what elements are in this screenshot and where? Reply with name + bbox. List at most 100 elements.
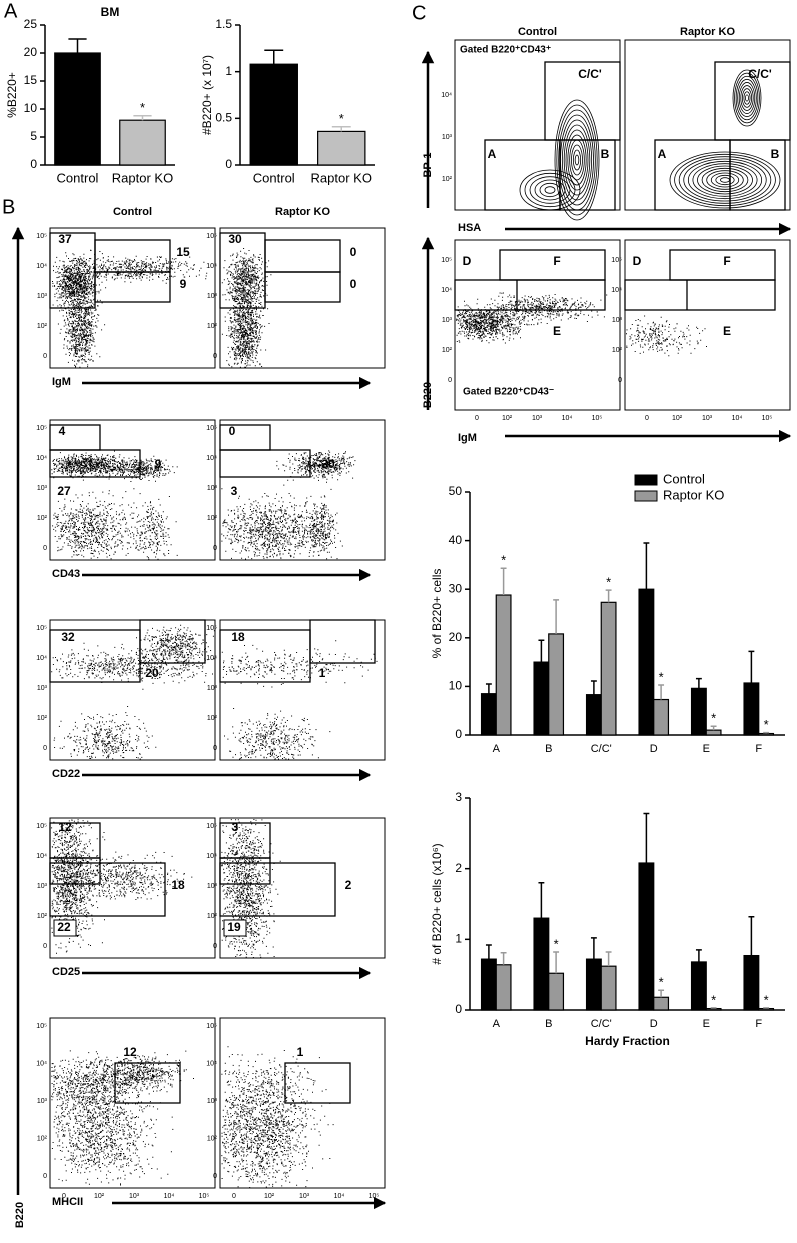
gate-percent: 20: [145, 666, 159, 680]
x-axis-label: IgM: [52, 376, 71, 388]
x-axis-label: CD43: [52, 568, 80, 580]
y-axis-label: B220: [14, 1202, 26, 1228]
error-bar: [658, 684, 665, 700]
x-tick-label: 10³: [532, 415, 543, 422]
contour: [563, 124, 591, 196]
x-tick-label: B: [545, 1018, 552, 1030]
x-tick-label: 10⁵: [199, 1193, 210, 1200]
y-tick-label: 10³: [207, 685, 218, 692]
contour: [544, 186, 556, 194]
y-axis-label: %B220+: [5, 72, 19, 118]
plot-frame: [49, 619, 216, 761]
y-tick-label: 10: [24, 101, 38, 115]
gate: [94, 271, 171, 303]
y-tick-label: 10⁴: [36, 1060, 47, 1067]
x-tick-label: 10³: [702, 415, 713, 422]
y-tick-label: 0.5: [215, 111, 232, 125]
plot-frame: [624, 239, 791, 411]
contour: [743, 91, 751, 105]
plot-frame: [49, 419, 216, 561]
label-box: [53, 919, 77, 937]
significance-marker: *: [659, 975, 664, 990]
y-tick-label: 10³: [37, 485, 48, 492]
gate-percent: 3: [231, 484, 238, 498]
contour: [710, 172, 740, 188]
contour: [732, 69, 762, 127]
x-axis-label: MHCII: [52, 1196, 83, 1208]
y-axis-label: #B220+ (x 10⁷): [200, 55, 214, 135]
column-header: Control: [518, 26, 557, 38]
y-tick-label: 10⁴: [206, 655, 217, 662]
bar: [585, 958, 602, 1011]
y-tick-label: 15: [24, 73, 38, 87]
x-tick-label: E: [703, 1018, 710, 1030]
y-tick-label: 0: [455, 727, 462, 741]
error-bar: [748, 915, 755, 956]
contour: [735, 75, 759, 121]
y-tick-label: 10⁵: [206, 233, 217, 240]
bar: [705, 1007, 722, 1011]
plot-frame: [219, 619, 386, 761]
y-tick-label: 50: [449, 484, 463, 498]
gate-percent: 37: [58, 232, 72, 246]
y-tick-label: 10²: [612, 347, 623, 354]
bar: [600, 601, 617, 736]
x-tick-label: D: [650, 743, 658, 755]
gate: [284, 1062, 351, 1104]
contour: [697, 165, 753, 195]
gate: [49, 449, 141, 478]
gate-percent: 19: [227, 920, 241, 934]
gate: [264, 271, 341, 303]
y-tick-label: 1.5: [215, 17, 232, 31]
x-tick-label: Control: [253, 170, 295, 185]
contour: [561, 119, 593, 201]
gate-name: F: [723, 254, 730, 268]
contour: [737, 78, 757, 118]
error-bar: [643, 812, 650, 864]
x-tick-label: Raptor KO: [311, 170, 372, 185]
y-tick-label: 10²: [37, 913, 48, 920]
x-tick-label: 0: [232, 1193, 236, 1200]
gate: [219, 822, 271, 859]
contour: [734, 72, 760, 124]
gate-name: A: [658, 147, 667, 161]
plot-frame: [454, 239, 621, 411]
y-tick-label: 20: [449, 630, 463, 644]
x-axis-label: CD22: [52, 768, 80, 780]
y-tick-label: 10⁴: [206, 1060, 217, 1067]
contour: [740, 85, 754, 111]
event-dots: [51, 450, 178, 560]
event-dots: [221, 819, 281, 958]
contour: [519, 169, 581, 211]
x-tick-label: 0: [645, 415, 649, 422]
gate-percent: 3: [232, 820, 239, 834]
bar: [705, 729, 722, 736]
event-dots: [221, 640, 378, 760]
bar: [480, 693, 497, 736]
y-tick-label: 10⁵: [206, 425, 217, 432]
gate-percent: 32: [61, 630, 75, 644]
gate: [624, 279, 776, 311]
y-tick-label: 10²: [37, 323, 48, 330]
panel-letter: C: [412, 2, 426, 24]
y-tick-label: 10³: [37, 685, 48, 692]
significance-marker: *: [501, 553, 506, 568]
error-bar: [695, 949, 702, 962]
contour: [669, 151, 781, 209]
plot-frame: [219, 419, 386, 561]
y-tick-label: 1: [225, 64, 232, 78]
gate-percent: 0: [350, 277, 357, 291]
y-tick-label: 3: [455, 790, 462, 804]
y-tick-label: 0: [213, 545, 217, 552]
contour: [687, 160, 763, 200]
gate-name: D: [633, 254, 642, 268]
x-tick-label: 10⁴: [562, 415, 573, 422]
y-tick-label: 0: [213, 745, 217, 752]
contour: [692, 163, 758, 197]
y-tick-label: 0: [213, 353, 217, 360]
gate: [219, 449, 311, 478]
gate-name: E: [553, 324, 561, 338]
y-tick-label: 10⁵: [611, 257, 622, 264]
x-tick-label: 10²: [672, 415, 683, 422]
